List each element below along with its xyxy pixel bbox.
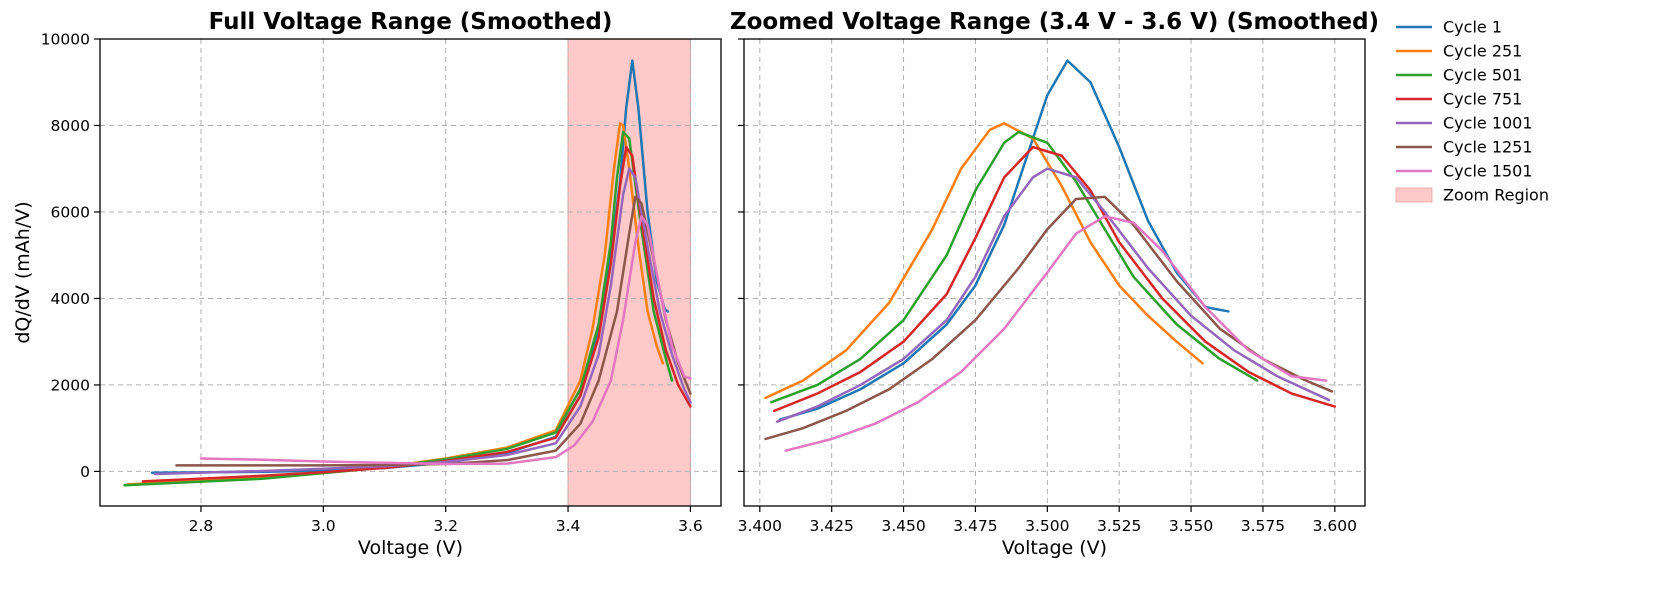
legend-label: Cycle 1501 bbox=[1443, 162, 1533, 181]
zoom-region-band bbox=[567, 38, 691, 507]
full-range-x-ticks: 2.8 3.0 3.2 3.4 3.6 bbox=[189, 506, 703, 535]
full-range-series bbox=[123, 59, 692, 487]
series-line-cycle-1251 bbox=[764, 195, 1334, 441]
legend-item-cycle-1251: Cycle 1251 bbox=[1396, 138, 1533, 157]
legend-item-zoom-region: Zoom Region bbox=[1395, 186, 1549, 205]
legend-label: Cycle 1251 bbox=[1443, 138, 1533, 157]
legend-item-cycle-251: Cycle 251 bbox=[1396, 42, 1522, 61]
x-tick-label: 3.2 bbox=[433, 517, 458, 535]
legend-label: Cycle 751 bbox=[1443, 90, 1522, 109]
series-line-cycle-1501 bbox=[199, 215, 692, 466]
x-tick-label: 3.475 bbox=[953, 517, 997, 535]
y-tick-label: 0 bbox=[80, 463, 90, 481]
full-range-panel: 2.8 3.0 3.2 3.4 3.6 0 2000 4000 6000 8000 10000 F… bbox=[12, 9, 722, 559]
zoomed-range-panel: 3.400 3.425 3.450 3.475 3.500 3.525 3.550 3.575… bbox=[730, 9, 1379, 559]
full-range-title: Full Voltage Range (Smoothed) bbox=[209, 9, 613, 35]
x-tick-label: 3.550 bbox=[1169, 517, 1213, 535]
legend-label: Cycle 501 bbox=[1443, 66, 1522, 85]
x-tick-label: 3.0 bbox=[311, 517, 336, 535]
zoomed-range-axes-frame bbox=[743, 38, 1366, 507]
x-tick-label: 3.525 bbox=[1097, 517, 1141, 535]
zoomed-range-title: Zoomed Voltage Range (3.4 V - 3.6 V) (Sm… bbox=[730, 9, 1379, 35]
full-range-x-axis-label: Voltage (V) bbox=[358, 537, 463, 559]
legend-item-cycle-501: Cycle 501 bbox=[1396, 66, 1522, 85]
legend-label: Cycle 1 bbox=[1443, 18, 1502, 37]
y-tick-label: 2000 bbox=[51, 376, 90, 394]
zoomed-range-x-ticks: 3.400 3.425 3.450 3.475 3.500 3.525 3.550 3.575… bbox=[738, 506, 1357, 535]
zoomed-range-series bbox=[764, 59, 1337, 452]
x-tick-label: 2.8 bbox=[189, 517, 214, 535]
series-line-cycle-751 bbox=[141, 145, 692, 483]
full-range-axes-frame bbox=[99, 38, 722, 507]
series-line-cycle-251 bbox=[764, 122, 1204, 400]
zoomed-range-x-axis-label: Voltage (V) bbox=[1002, 537, 1107, 559]
series-line-cycle-1001 bbox=[775, 167, 1331, 423]
legend: Cycle 1 Cycle 251 Cycle 501 Cycle 751 Cycle … bbox=[1395, 18, 1549, 205]
y-axis-label: dQ/dV (mAh/V) bbox=[12, 201, 34, 343]
y-tick-label: 10000 bbox=[41, 31, 90, 49]
legend-item-cycle-1: Cycle 1 bbox=[1396, 18, 1502, 37]
x-tick-label: 3.500 bbox=[1025, 517, 1069, 535]
legend-item-cycle-1001: Cycle 1001 bbox=[1396, 114, 1533, 133]
zoomed-range-y-ticks bbox=[738, 38, 744, 473]
series-line-cycle-751 bbox=[772, 145, 1337, 413]
series-line-cycle-1 bbox=[778, 59, 1230, 421]
y-tick-label: 8000 bbox=[51, 117, 90, 135]
full-range-y-ticks: 0 2000 4000 6000 8000 10000 bbox=[41, 31, 100, 481]
legend-item-cycle-1501: Cycle 1501 bbox=[1396, 162, 1533, 181]
legend-label: Zoom Region bbox=[1443, 186, 1549, 205]
x-tick-label: 3.600 bbox=[1313, 517, 1357, 535]
x-tick-label: 3.575 bbox=[1241, 517, 1285, 535]
x-tick-label: 3.6 bbox=[678, 517, 703, 535]
legend-label: Cycle 251 bbox=[1443, 42, 1522, 61]
x-tick-label: 3.400 bbox=[738, 517, 782, 535]
x-tick-label: 3.4 bbox=[556, 517, 581, 535]
legend-item-cycle-751: Cycle 751 bbox=[1396, 90, 1522, 109]
legend-label: Cycle 1001 bbox=[1443, 114, 1533, 133]
y-tick-label: 6000 bbox=[51, 203, 90, 221]
y-tick-label: 4000 bbox=[51, 290, 90, 308]
series-line-cycle-501 bbox=[770, 130, 1259, 404]
zoomed-range-grid bbox=[744, 38, 1365, 506]
x-tick-label: 3.450 bbox=[881, 517, 925, 535]
series-line-cycle-1501 bbox=[784, 215, 1328, 452]
legend-swatch bbox=[1395, 187, 1433, 203]
series-line-cycle-1001 bbox=[153, 167, 692, 476]
x-tick-label: 3.425 bbox=[810, 517, 854, 535]
